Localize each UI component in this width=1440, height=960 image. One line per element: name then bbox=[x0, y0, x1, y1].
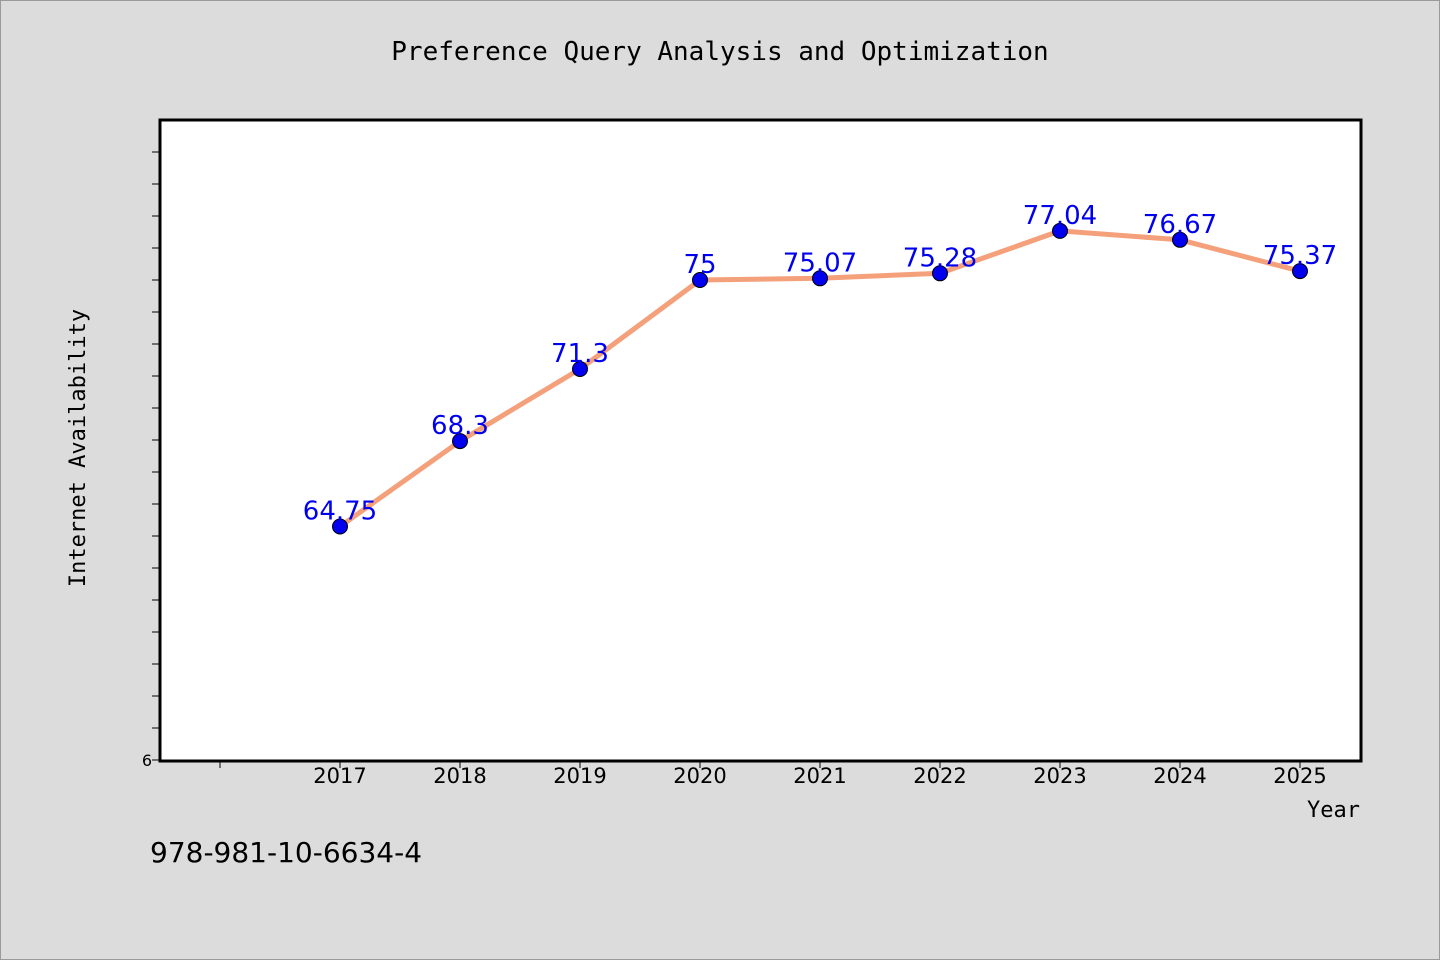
y-axis-label: Internet Availability bbox=[66, 309, 91, 587]
x-tick-label: 2022 bbox=[913, 764, 966, 788]
x-tick-label: 2017 bbox=[313, 764, 366, 788]
data-point bbox=[932, 265, 948, 282]
data-point bbox=[572, 361, 588, 377]
x-tick-label: 2023 bbox=[1033, 764, 1086, 788]
data-labels: 64.75 68.3 71.3 75 75.07 75.28 77.04 76.67 75.37 bbox=[303, 201, 1337, 527]
x-tick-label: 2025 bbox=[1273, 764, 1326, 788]
chart-title: Preference Query Analysis and Optimizati… bbox=[391, 37, 1048, 67]
data-point bbox=[1052, 222, 1068, 239]
data-point bbox=[332, 518, 348, 535]
data-point bbox=[692, 272, 708, 288]
data-label: 75.07 bbox=[783, 248, 857, 278]
y-tick-label: 6 bbox=[142, 751, 152, 770]
data-point bbox=[1292, 263, 1308, 280]
data-point bbox=[452, 433, 468, 450]
data-label: 75.28 bbox=[903, 243, 977, 273]
data-label: 71.3 bbox=[551, 339, 609, 369]
data-label: 77.04 bbox=[1023, 201, 1097, 231]
x-tick-label: 2020 bbox=[673, 764, 726, 788]
data-label: 75.37 bbox=[1263, 241, 1337, 271]
x-axis-tick-labels: 2017 2018 2019 2020 2021 2022 2023 2024 2025 bbox=[313, 764, 1326, 788]
x-axis-ticks bbox=[219, 761, 1301, 768]
data-markers bbox=[332, 222, 1308, 535]
x-axis-label: Year bbox=[1307, 798, 1360, 823]
x-tick-label: 2019 bbox=[553, 764, 606, 788]
data-point bbox=[812, 270, 828, 287]
data-label: 68.3 bbox=[431, 411, 489, 441]
x-tick-label: 2021 bbox=[793, 764, 846, 788]
data-label: 64.75 bbox=[303, 497, 377, 527]
footer-code: 978-981-10-6634-4 bbox=[150, 836, 422, 869]
x-tick-label: 2018 bbox=[433, 764, 486, 788]
x-tick-label: 2024 bbox=[1153, 764, 1206, 788]
data-label: 76.67 bbox=[1143, 210, 1217, 240]
data-label: 75 bbox=[683, 250, 716, 280]
plot-area bbox=[158, 118, 1363, 763]
data-point bbox=[1172, 231, 1188, 248]
y-axis-ticks bbox=[152, 151, 160, 761]
